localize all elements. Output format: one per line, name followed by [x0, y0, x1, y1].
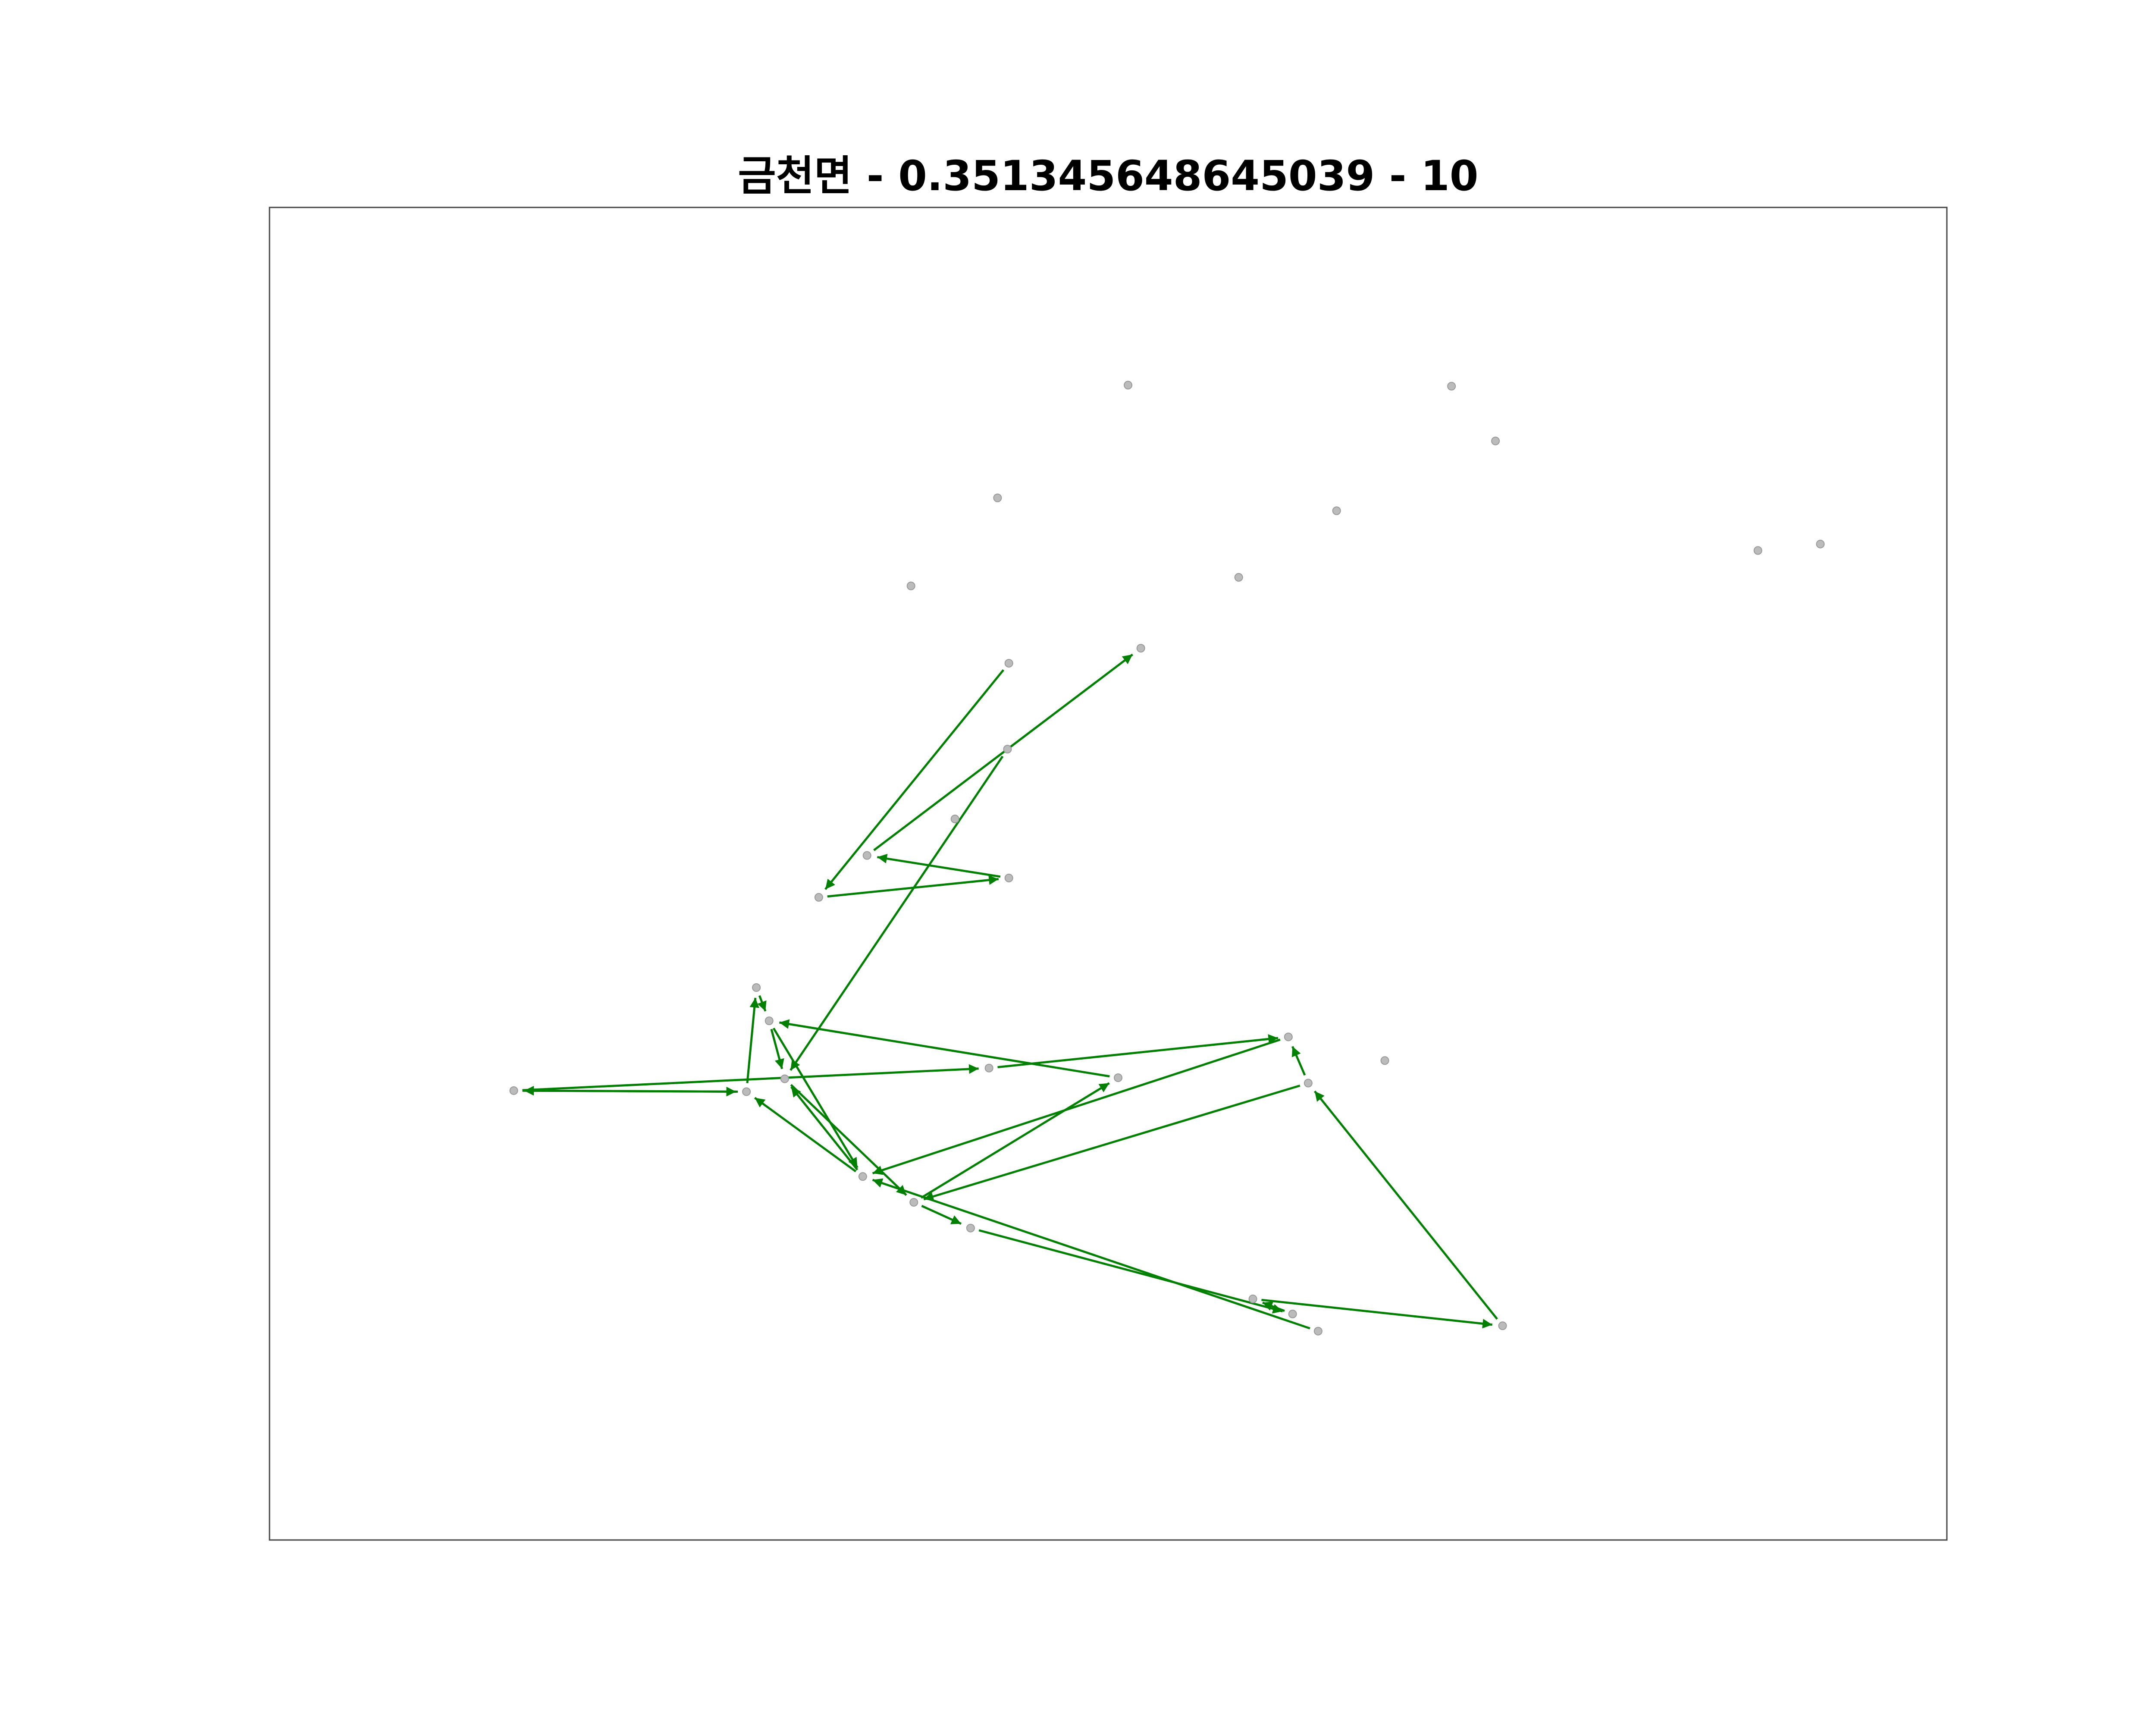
flow-arrow-p5-p4	[757, 995, 767, 1012]
flow-arrow-p15-p16	[1291, 1046, 1306, 1076]
data-point-p17	[1380, 1056, 1389, 1065]
flow-arrow-p11-p12	[1262, 1301, 1285, 1312]
data-point-p8	[966, 1223, 975, 1233]
data-point-p14	[1498, 1321, 1507, 1330]
data-point-p24	[950, 815, 959, 824]
flow-arrow-p15-p7	[923, 1084, 1300, 1201]
arrows-layer	[522, 653, 1498, 1330]
flow-arrow-p16-p6	[872, 1038, 1281, 1175]
flow-arrow-p14-p15	[1313, 1090, 1498, 1320]
flow-arrow-p21-p3	[790, 756, 1004, 1071]
data-point-p30	[1447, 382, 1456, 391]
data-point-p29	[1491, 436, 1500, 445]
data-point-p11	[1288, 1309, 1297, 1318]
data-point-p13	[1313, 1327, 1322, 1336]
data-point-p33	[1816, 539, 1825, 549]
data-point-p27	[1234, 573, 1243, 582]
flow-arrow-p4-p3	[770, 1029, 784, 1070]
data-point-p19	[862, 851, 871, 860]
flow-arrow-p7-p10	[921, 1082, 1110, 1199]
flow-arrow-p13-p6	[872, 1178, 1310, 1330]
data-point-p6	[858, 1172, 867, 1181]
data-point-p5	[752, 983, 761, 992]
flow-arrow-p10-p4	[779, 1019, 1110, 1078]
flow-arrow-p6-p2	[754, 1097, 857, 1173]
flow-arrow-p12-p14	[1261, 1298, 1493, 1329]
data-point-p15	[1304, 1079, 1313, 1088]
flow-arrow-p2-p5	[746, 997, 759, 1083]
data-point-p28	[1332, 506, 1341, 515]
flow-arrow-p3-p7	[790, 1084, 907, 1196]
data-point-p25	[906, 581, 915, 590]
data-point-p1	[509, 1086, 518, 1095]
flow-arrow-p6-p3	[790, 1086, 859, 1171]
data-point-p32	[1124, 381, 1133, 390]
flow-arrow-p22-p18	[824, 669, 1005, 890]
data-point-p18	[814, 893, 823, 902]
data-point-p4	[765, 1016, 774, 1026]
data-point-p7	[909, 1198, 918, 1207]
flow-arrow-p8-p11	[978, 1229, 1283, 1314]
data-point-p26	[993, 493, 1002, 502]
data-point-p20	[1004, 873, 1013, 882]
data-point-p23	[1136, 644, 1145, 653]
data-point-p3	[780, 1074, 789, 1083]
data-point-p10	[1114, 1073, 1123, 1082]
data-point-p16	[1284, 1032, 1293, 1041]
flow-arrow-p19-p23	[873, 653, 1134, 851]
points-layer	[509, 381, 1825, 1336]
data-point-p21	[1003, 745, 1012, 754]
data-point-p2	[742, 1087, 751, 1096]
data-point-p12	[1248, 1295, 1257, 1304]
data-point-p22	[1004, 659, 1013, 668]
data-point-p9	[984, 1063, 993, 1073]
flow-arrow-p1-p9	[522, 1064, 979, 1091]
chart-title: 금천면 - 0.351345648645039 - 10	[738, 152, 1479, 200]
plot-frame	[269, 207, 1948, 1541]
flow-arrow-p4-p6	[772, 1027, 859, 1168]
data-point-p31	[1753, 546, 1762, 555]
flow-arrow-p9-p16	[997, 1034, 1279, 1069]
flow-arrow-p7-p8	[921, 1204, 962, 1225]
flow-arrow-p20-p19	[877, 853, 1001, 878]
